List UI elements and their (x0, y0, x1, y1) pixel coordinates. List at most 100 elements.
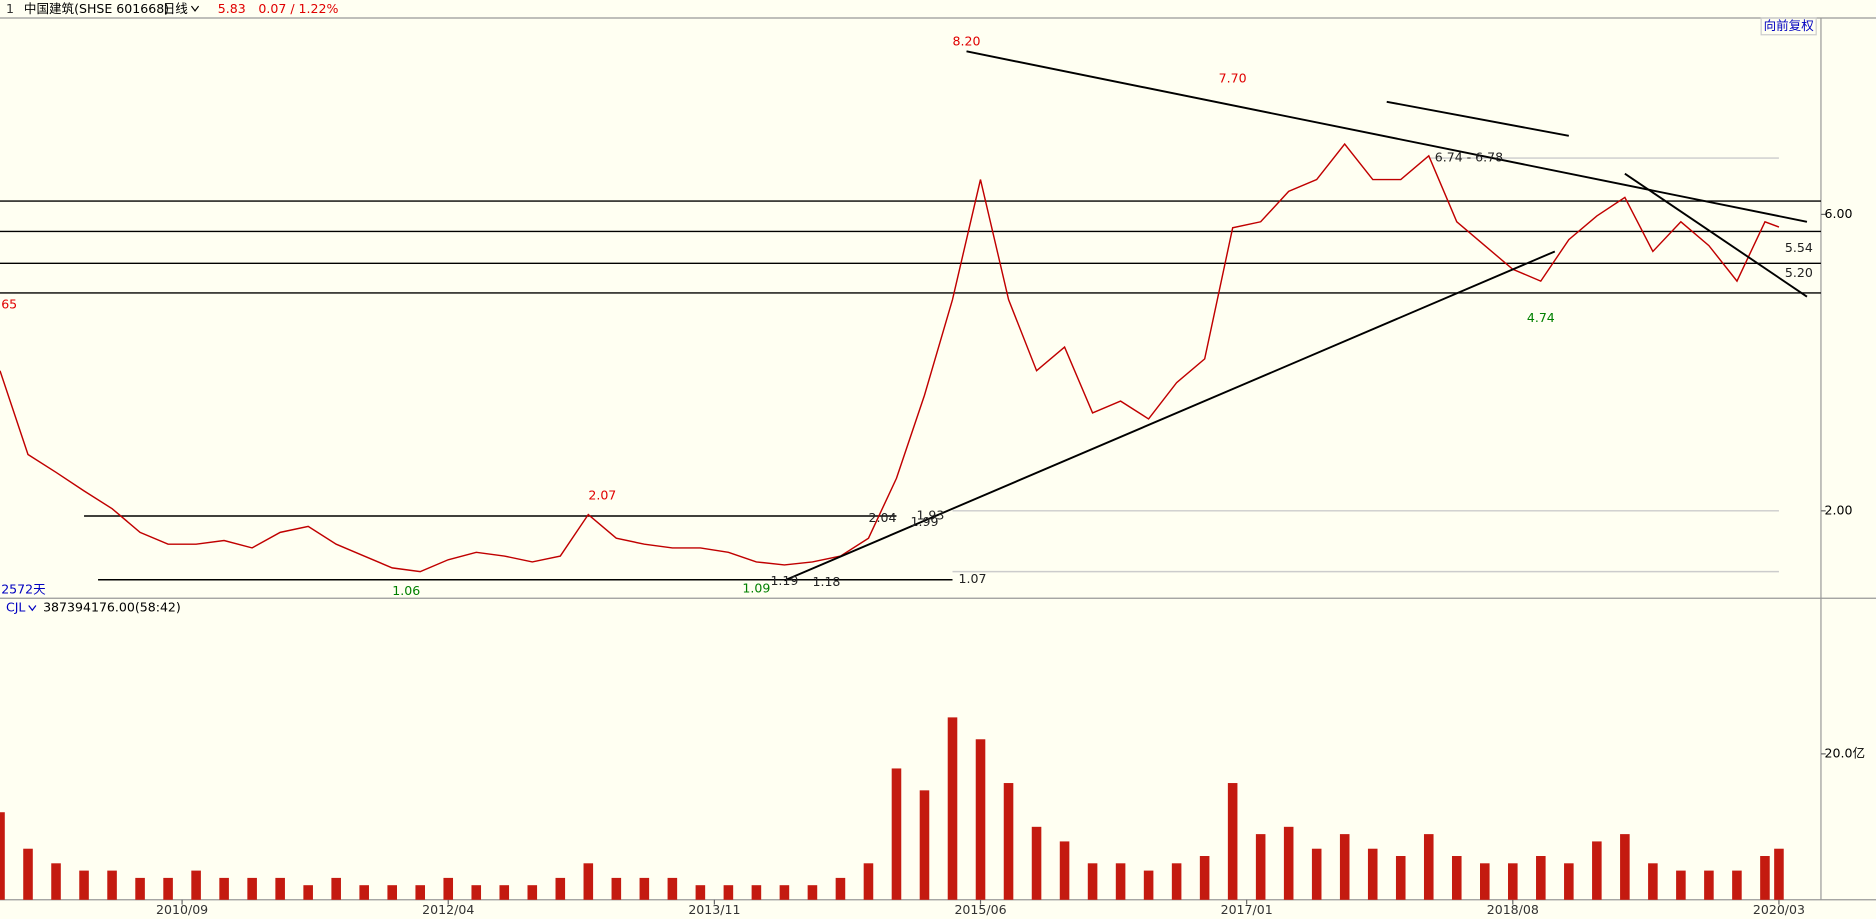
volume-bar (1620, 834, 1630, 900)
volume-bar (1704, 870, 1714, 900)
price-annotation: 2.04 (868, 510, 896, 525)
volume-bar (667, 877, 678, 900)
volume-bar (863, 863, 874, 900)
price-annotation: 2.07 (588, 488, 616, 503)
x-tick-label: 2020/03 (1753, 902, 1805, 917)
volume-bar (415, 885, 426, 900)
period-select[interactable]: 日线 (163, 1, 189, 16)
volume-bar (51, 863, 61, 900)
price-annotation: 1.06 (392, 583, 420, 598)
volume-bar (23, 848, 33, 900)
volume-bar (1283, 826, 1294, 900)
volume-bar (723, 885, 734, 900)
trend-line (1386, 100, 1570, 137)
volume-bar (583, 863, 594, 900)
price-line (0, 142, 1780, 573)
volume-bar (1564, 863, 1574, 900)
volume-bar (275, 877, 285, 900)
volume-bar (751, 885, 762, 900)
volume-bar (0, 812, 5, 900)
days-label: 2572天 (1, 581, 46, 596)
price-annotation: 1.09 (742, 581, 770, 596)
last-price: 5.83 (218, 1, 246, 16)
volume-bar (555, 877, 566, 900)
volume-bar (1676, 870, 1686, 900)
y-tick-label: 20.0亿 (1825, 745, 1865, 760)
volume-bar (247, 877, 257, 900)
dropdown-icon[interactable] (28, 605, 37, 612)
volume-bar (1199, 856, 1210, 900)
volume-bar (163, 877, 173, 900)
volume-bar (1031, 826, 1042, 900)
volume-bar (1395, 856, 1406, 900)
x-tick-label: 2017/01 (1221, 902, 1273, 917)
volume-bar (1451, 856, 1462, 900)
volume-bar (1423, 834, 1434, 900)
volume-bar (1003, 783, 1014, 900)
volume-bar (947, 717, 958, 900)
price-annotation: 1.18 (812, 574, 840, 589)
header-index: 1 (6, 1, 14, 16)
y-tick-label: 2.00 (1825, 502, 1853, 517)
volume-bar (135, 877, 145, 900)
volume-bar (331, 877, 341, 900)
volume-bar (527, 885, 538, 900)
price-annotation: 6.74 - 6.78 (1435, 150, 1503, 165)
x-tick-label: 2010/09 (156, 902, 208, 917)
volume-bar (1171, 863, 1182, 900)
left-price-label: 65 (1, 297, 17, 312)
volume-bar (219, 877, 229, 900)
volume-bar (359, 885, 369, 900)
stock-name: 中国建筑(SHSE 601668) (24, 1, 169, 16)
volume-bar (891, 768, 902, 900)
volume-bar (79, 870, 89, 900)
volume-bar (975, 739, 986, 900)
volume-bar (303, 885, 313, 900)
y-tick-label: 6.00 (1825, 206, 1853, 221)
volume-bar (107, 870, 117, 900)
volume-bar (387, 885, 397, 900)
price-annotation: 5.54 (1785, 240, 1813, 255)
price-annotation: 1.99 (911, 514, 939, 529)
price-annotation: 1.93 (916, 508, 944, 523)
price-annotation: 8.20 (953, 33, 981, 48)
trend-line (784, 250, 1556, 582)
adjust-button-frame[interactable] (1760, 17, 1817, 36)
x-tick-label: 2018/08 (1487, 902, 1539, 917)
price-change: 0.07 / 1.22% (258, 1, 338, 16)
volume-bar (1760, 856, 1770, 900)
volume-bar (639, 877, 650, 900)
trend-line (1624, 172, 1808, 298)
volume-bar (919, 790, 930, 900)
volume-bar (807, 885, 818, 900)
trend-line (966, 50, 1808, 223)
x-tick-label: 2012/04 (422, 902, 474, 917)
volume-bar (1367, 848, 1378, 900)
indicator-select[interactable]: CJL (6, 599, 25, 614)
volume-bar (1732, 870, 1742, 900)
volume-bar (1143, 870, 1154, 900)
x-tick-label: 2015/06 (954, 902, 1006, 917)
indicator-value: 387394176.00(58:42) (43, 599, 181, 614)
volume-bar (1227, 783, 1238, 900)
volume-bar (1648, 863, 1658, 900)
adjust-button[interactable]: 向前复权 (1764, 18, 1815, 33)
volume-bar (191, 870, 201, 900)
volume-bar (471, 885, 482, 900)
dropdown-icon[interactable] (190, 5, 200, 12)
volume-bar (1774, 848, 1784, 900)
volume-bar (1339, 834, 1350, 900)
volume-bar (1087, 863, 1098, 900)
volume-bar (1536, 856, 1546, 900)
price-annotation: 5.20 (1785, 265, 1813, 280)
price-annotation: 4.74 (1527, 310, 1555, 325)
volume-bar (835, 877, 846, 900)
volume-bar (611, 877, 622, 900)
volume-bar (1480, 863, 1490, 900)
volume-bar (1592, 841, 1602, 900)
volume-bar (1255, 834, 1266, 900)
volume-bar (779, 885, 790, 900)
